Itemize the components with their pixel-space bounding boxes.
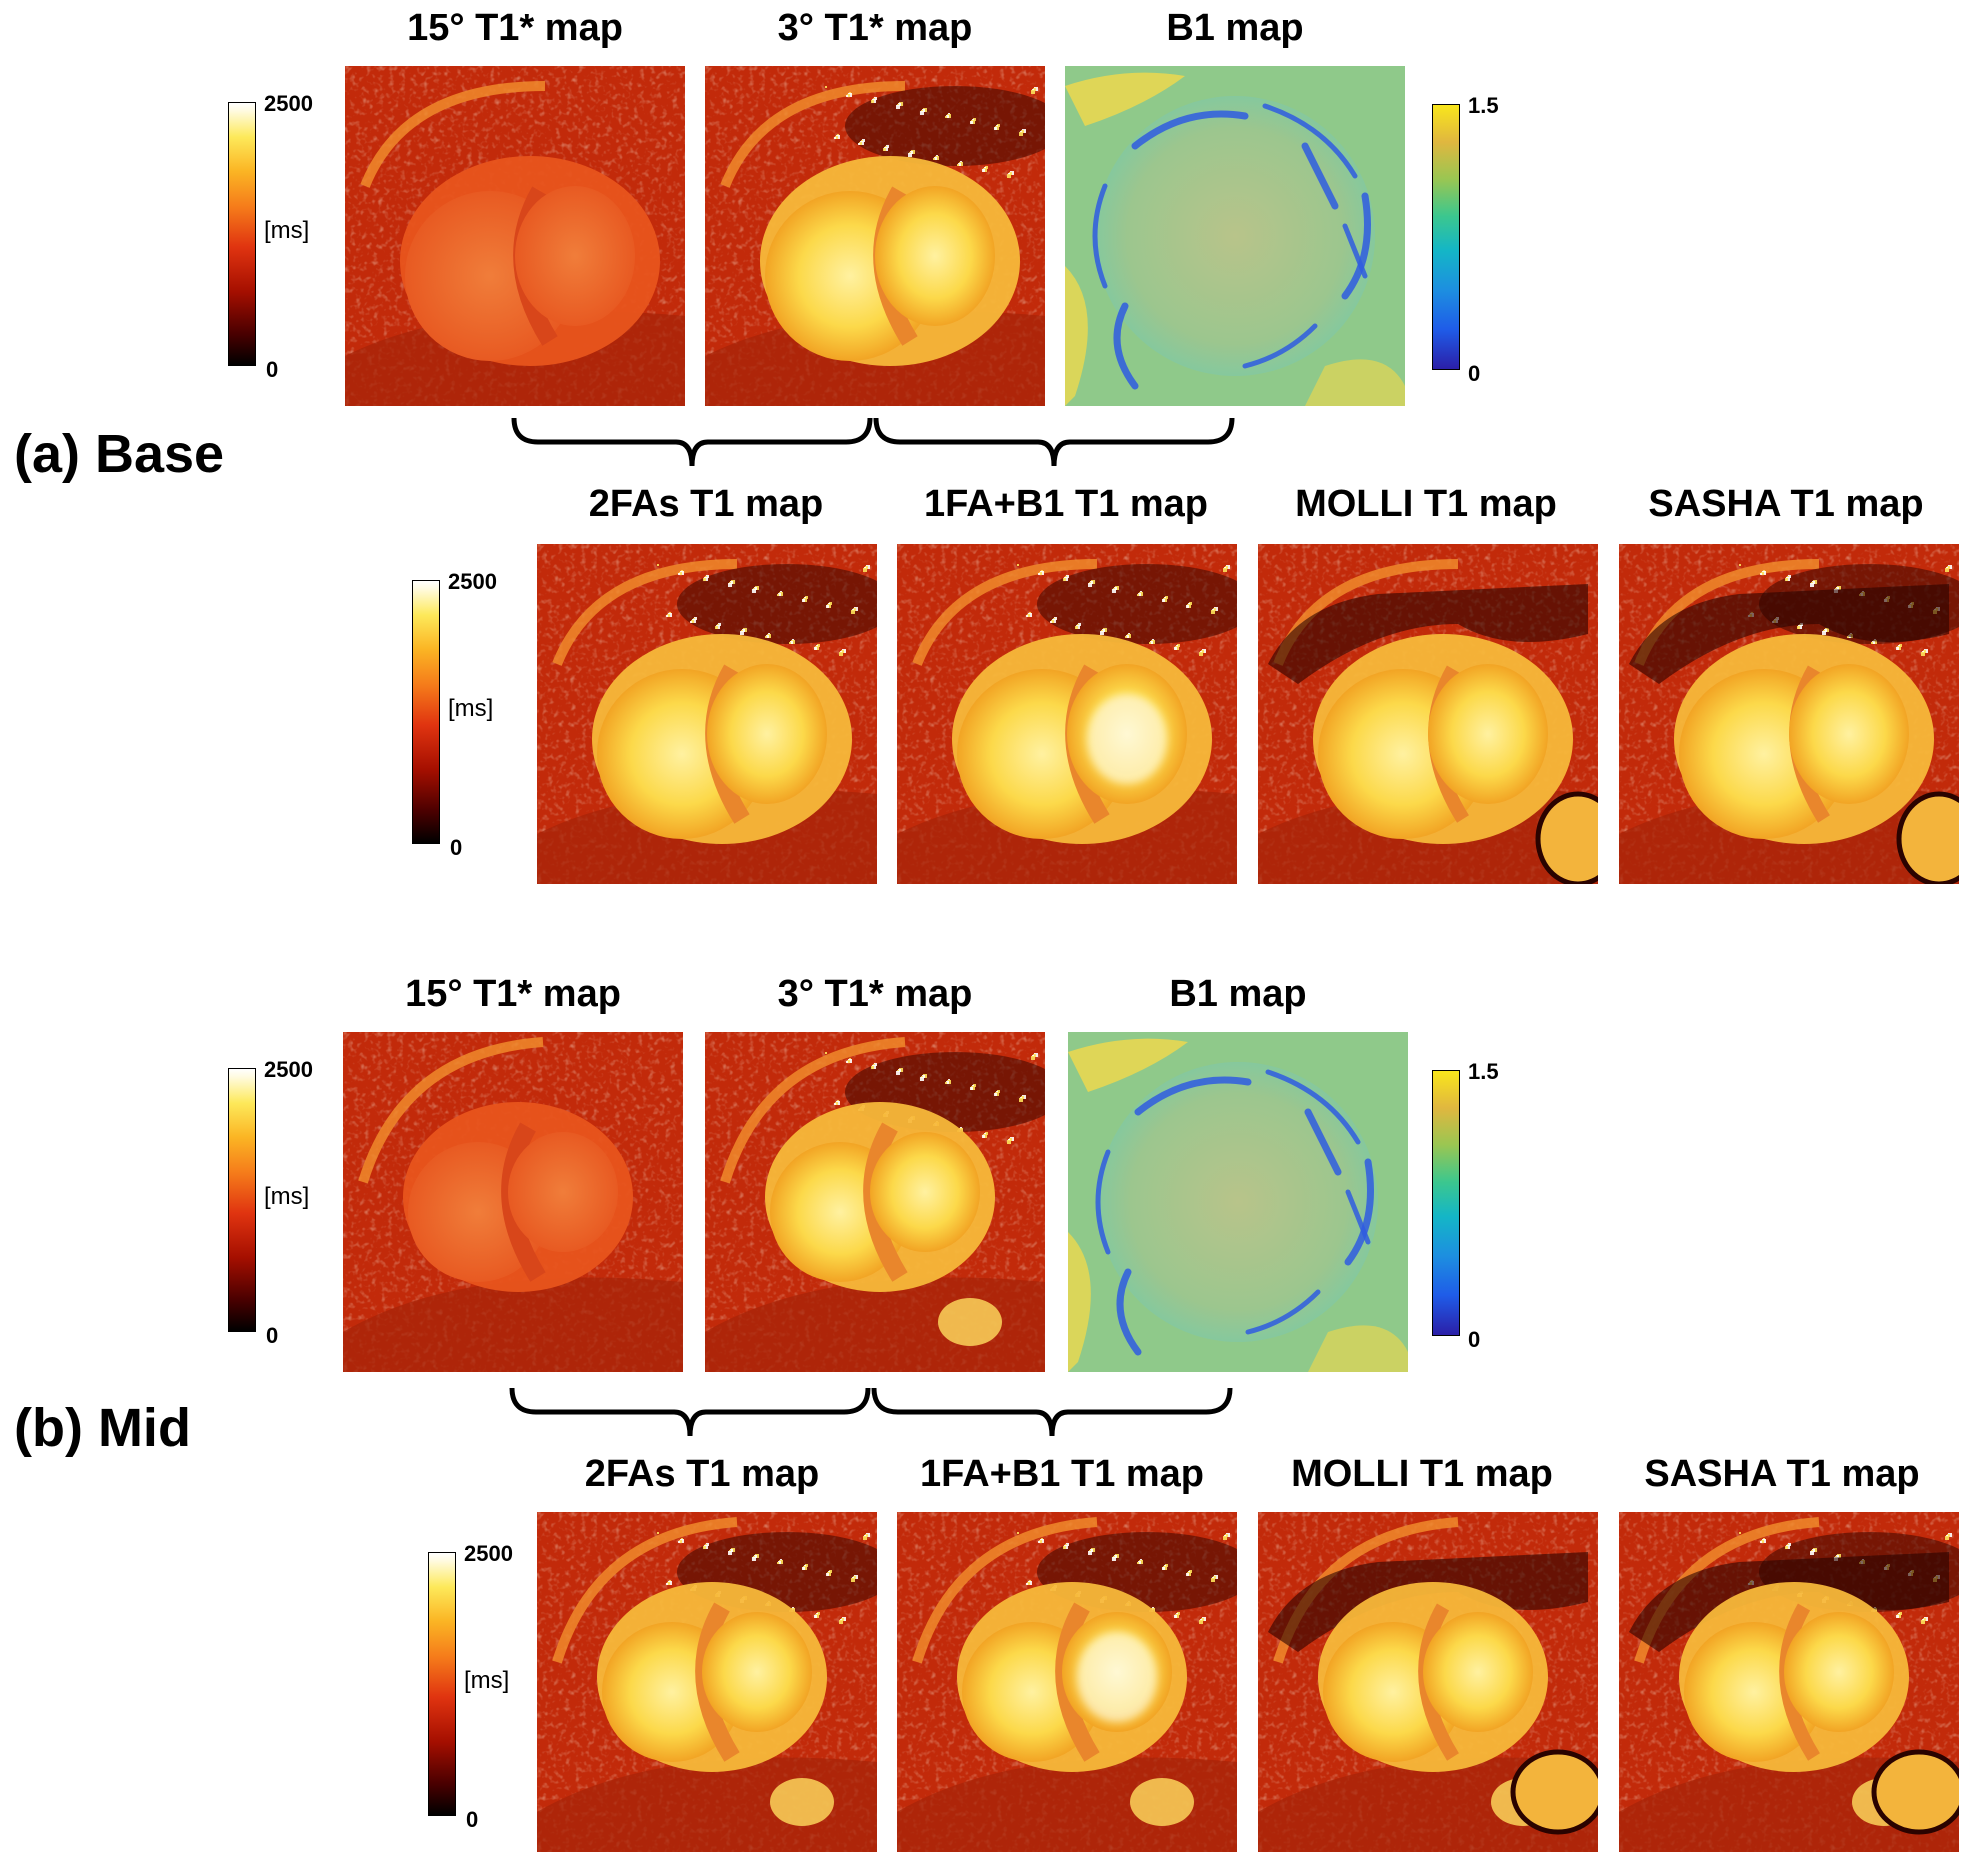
map-panel-15deg-t1star-mid [343,1032,683,1372]
t1-colorbar-bottom-mid-max: 2500 [464,1541,513,1566]
panel-title-molli-t1-mid: MOLLI T1 map [1291,1453,1553,1495]
b1-colorbar [1432,104,1460,370]
map-panel-molli-t1 [1258,544,1598,884]
map-panel-1fa-b1-t1 [897,544,1237,884]
panel-title-b1-mid: B1 map [1169,973,1307,1015]
t1-colorbar-bottom [412,580,440,844]
brace-left-mid [509,1387,871,1437]
brace-left [511,417,873,467]
t1-colorbar-bottom-unit: [ms] [448,695,494,722]
panel-title-1fa-b1-t1-mid: 1FA+B1 T1 map [919,1453,1205,1495]
panel-title-3deg-t1star: 3° T1* map [777,7,973,49]
section-label-mid: (b) Mid [14,1398,191,1458]
brace-right-mid [871,1387,1233,1437]
panel-title-2fas-t1: 2FAs T1 map [588,483,824,525]
t1-colorbar-mid-min: 0 [266,1323,279,1348]
t1-colorbar-bottom-mid [428,1552,456,1816]
map-panel-2fas-t1-mid [537,1512,877,1852]
map-panel-1fa-b1-t1-mid [897,1512,1237,1852]
panel-title-sasha-t1: SASHA T1 map [1648,483,1924,525]
t1-colorbar-unit: [ms] [264,217,310,244]
map-panel-molli-t1-mid [1258,1512,1598,1852]
panel-title-1fa-b1-t1: 1FA+B1 T1 map [923,483,1209,525]
panel-title-15deg-t1star: 15° T1* map [407,7,623,49]
t1-colorbar-bottom-max: 2500 [448,569,497,594]
map-panel-sasha-t1 [1619,544,1959,884]
b1-colorbar-max: 1.5 [1468,93,1499,118]
map-panel-b1-mid [1068,1032,1408,1372]
section-label-base: (a) Base [14,424,225,484]
map-panel-2fas-t1 [537,544,877,884]
t1-colorbar-mid-max: 2500 [264,1057,313,1082]
t1-colorbar-mid [228,1068,256,1332]
panel-title-2fas-t1-mid: 2FAs T1 map [584,1453,820,1495]
map-panel-b1 [1065,66,1405,406]
b1-colorbar-mid-max: 1.5 [1468,1059,1499,1084]
b1-colorbar-mid-min: 0 [1468,1327,1481,1352]
panel-title-3deg-t1star-mid: 3° T1* map [777,973,973,1015]
t1-colorbar-bottom-mid-min: 0 [466,1807,479,1832]
b1-colorbar-mid [1432,1070,1460,1336]
map-panel-3deg-t1star-mid [705,1032,1045,1372]
b1-colorbar-min: 0 [1468,361,1481,386]
t1-colorbar-mid-unit: [ms] [264,1183,310,1210]
panel-title-sasha-t1-mid: SASHA T1 map [1644,1453,1920,1495]
map-panel-3deg-t1star [705,66,1045,406]
map-panel-15deg-t1star [345,66,685,406]
brace-right [873,417,1235,467]
panel-title-b1: B1 map [1166,7,1304,49]
t1-colorbar-bottom-mid-unit: [ms] [464,1667,510,1694]
t1-colorbar [228,102,256,366]
t1-colorbar-bottom-min: 0 [450,835,463,860]
t1-colorbar-min: 0 [266,357,279,382]
t1-colorbar-max: 2500 [264,91,313,116]
map-panel-sasha-t1-mid [1619,1512,1959,1852]
panel-title-15deg-t1star-mid: 15° T1* map [405,973,621,1015]
panel-title-molli-t1: MOLLI T1 map [1295,483,1557,525]
